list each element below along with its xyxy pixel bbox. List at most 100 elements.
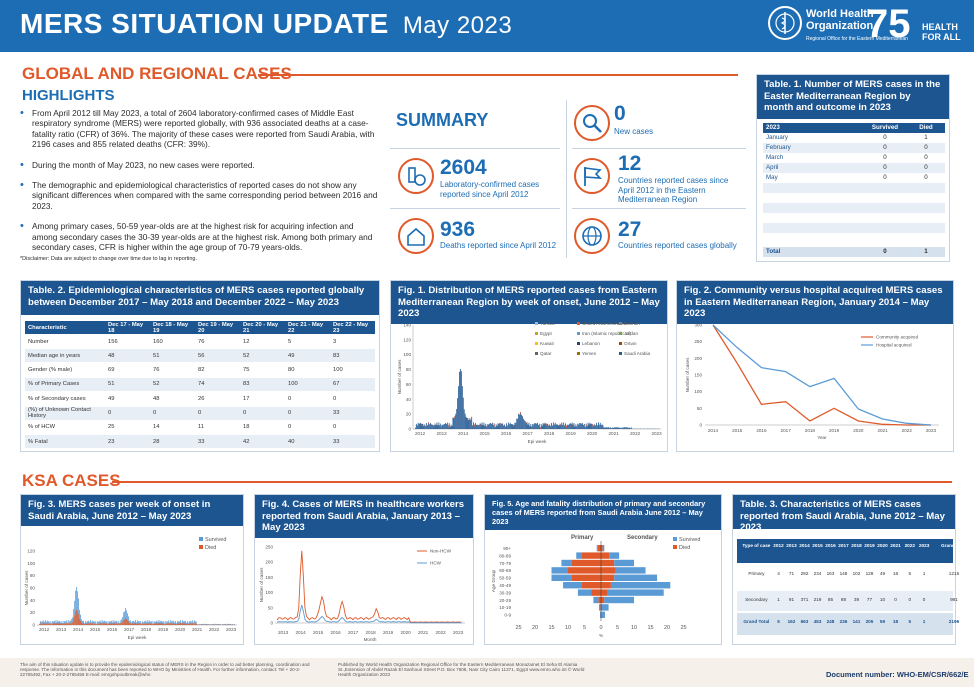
secondary-died-bar: [601, 596, 605, 604]
fig1-bar-segment: [428, 422, 429, 425]
primary-died-bar: [581, 582, 601, 589]
x-tick-label: 2013: [278, 630, 289, 635]
fig3-bar-survived: [150, 621, 152, 625]
fig3-bar-survived: [151, 620, 153, 625]
highlight-item: From April 2012 till May 2023, a total o…: [20, 108, 380, 150]
fig3-bar-survived: [223, 624, 225, 625]
fig1-bar-segment: [546, 423, 548, 426]
fig3-bar-died: [65, 623, 67, 625]
table-header-cell: 2021: [890, 543, 901, 548]
fig3-bar-survived: [58, 620, 60, 625]
fig1-bar: [493, 423, 495, 429]
series-line-nonhcw: [276, 550, 462, 623]
table-cell: 0: [108, 410, 112, 416]
fig3-bar-survived: [47, 621, 49, 625]
table-cell: 219: [813, 597, 822, 602]
fig3-bar-died: [182, 623, 183, 625]
fig3-bar-died: [121, 622, 123, 625]
table-cell: 85: [827, 597, 834, 602]
x-tick-label: 2021: [418, 630, 429, 635]
fig1-bar: [496, 425, 498, 429]
fig1-bar: [613, 427, 614, 429]
x-tick-label: 2022: [902, 428, 913, 433]
summary-divider: [572, 148, 746, 149]
table-cell: 102: [852, 571, 861, 576]
table-header-cell: 2013: [786, 543, 797, 548]
x-axis-label: Epi week: [128, 635, 147, 640]
fig3-bar-survived: [72, 617, 74, 625]
fig3-bar-survived: [190, 621, 192, 625]
x-tick-label: 2018: [544, 431, 555, 436]
fig1-bar: [525, 422, 527, 429]
y-axis-label: Number of cases: [24, 570, 29, 605]
fig1-bar: [497, 423, 499, 429]
fig3-bar-survived: [107, 623, 109, 625]
y-tick-label: 300: [694, 323, 702, 328]
fig3-bar-died: [167, 623, 169, 625]
fig1-bar: [488, 424, 489, 429]
section-divider: [112, 481, 952, 483]
fig3-bar-survived: [228, 624, 229, 625]
legend-label: Oman: [624, 341, 637, 346]
fig1-bar: [597, 425, 598, 429]
fig3-bar-died: [87, 623, 88, 625]
x-tick-label: 2016: [331, 630, 342, 635]
y-tick-label: 0: [408, 427, 411, 432]
table-cell: Secondary: [745, 597, 768, 602]
fig3-bar-survived: [93, 621, 95, 625]
search-virus-icon: [574, 105, 610, 141]
fig3-bar-survived: [95, 623, 97, 625]
x-tick-label: 2014: [708, 428, 719, 433]
fig1-bar: [520, 412, 521, 429]
fig1-bar: [626, 427, 627, 429]
summary-panel: [386, 96, 750, 264]
figure-1-title: Fig. 1. Distribution of MERS reported ca…: [391, 281, 667, 324]
fig1-bar: [462, 397, 464, 429]
legend-label: Iran (Islamic republic of): [582, 331, 631, 336]
fig3-bar-survived: [77, 591, 79, 625]
fig3-bar-died: [183, 623, 184, 625]
fig3-bar-died: [157, 623, 159, 625]
table-cell: 28: [153, 438, 160, 445]
fig3-bar-survived: [152, 623, 154, 625]
table-cell: Gender (% male): [28, 367, 73, 374]
table-2: Table. 2. Epidemiological characteristic…: [20, 280, 380, 452]
fig1-bar: [542, 422, 544, 429]
fig3-bar-survived: [52, 621, 54, 625]
x-tick-label: 2019: [158, 627, 169, 632]
fig1-bar-segment: [533, 424, 535, 427]
table-row: (%) of Unknown Contact History 0 0 0 0 0 33: [25, 406, 375, 420]
fig1-bar: [491, 422, 493, 429]
fig3-bar-died: [180, 623, 181, 625]
fig3-bar-survived: [86, 622, 87, 625]
fig1-bar: [461, 386, 463, 429]
fig1-bar: [481, 422, 483, 429]
fig3-bar-survived: [125, 607, 127, 625]
fig3-bar-died: [156, 623, 158, 625]
figure-5: Fig. 5. Age and fatality distribution of…: [484, 494, 722, 645]
fig1-bar: [422, 423, 424, 429]
fig3-bar-survived: [165, 621, 167, 625]
fig3-bar-survived: [83, 620, 84, 625]
x-tick-label: 2020: [175, 627, 186, 632]
header-bar: MERS SITUATION UPDATE May 2023 World Heal…: [0, 0, 974, 52]
fig3-bar-died: [71, 622, 73, 625]
table-cell: 162: [787, 619, 796, 624]
fig3-bar-died: [48, 623, 50, 625]
fig3-bar-survived: [177, 621, 178, 625]
fig1-bar: [585, 423, 587, 429]
age-label: 40-49: [499, 583, 511, 588]
fig3-bar-died: [179, 623, 180, 625]
secondary-died-bar: [601, 567, 616, 574]
fig3-bar-survived: [183, 621, 184, 625]
fig1-bar: [465, 416, 467, 429]
table-cell: 128: [865, 571, 874, 576]
table-cell: 39: [853, 597, 860, 602]
fig3-bar-survived: [117, 622, 119, 625]
legend-label: Yemen: [582, 351, 597, 356]
table-cell: 5: [908, 619, 912, 624]
secondary-died-bar: [601, 604, 602, 611]
fig1-bar: [590, 423, 592, 429]
fig3-bar-died: [132, 623, 133, 625]
primary-died-bar: [597, 545, 601, 552]
